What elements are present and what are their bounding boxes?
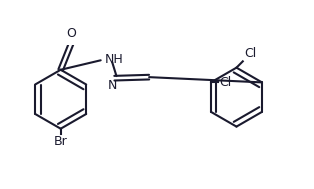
Text: Cl: Cl xyxy=(244,47,256,60)
Text: Br: Br xyxy=(54,135,68,148)
Text: Cl: Cl xyxy=(219,76,232,89)
Text: N: N xyxy=(108,79,117,92)
Text: O: O xyxy=(66,27,76,40)
Text: NH: NH xyxy=(105,53,124,66)
